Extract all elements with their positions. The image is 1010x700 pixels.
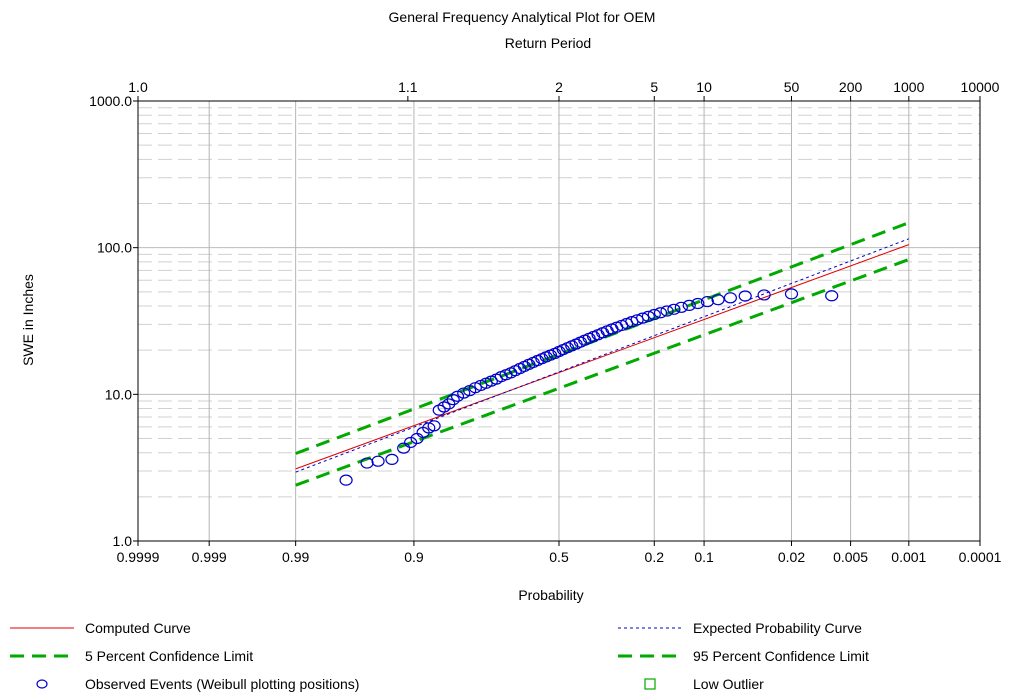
curves-layer (295, 221, 910, 487)
observed-point (711, 294, 725, 306)
legend-label: Observed Events (Weibull plotting positi… (85, 676, 360, 692)
curve-expected-probability-curve (295, 238, 909, 473)
top-tick-label: 10000 (961, 79, 1000, 95)
bottom-tick-label: 0.9999 (117, 549, 160, 565)
bottom-tick-label: 0.02 (778, 549, 805, 565)
legend-item-computed: Computed Curve (10, 617, 191, 639)
bottom-tick-label: 0.1 (694, 549, 714, 565)
observed-point (446, 394, 460, 406)
observed-point (385, 453, 399, 466)
legend-label: Expected Probability Curve (693, 620, 862, 636)
legend-label: Low Outlier (693, 676, 764, 692)
legend-item-conf95: 95 Percent Confidence Limit (618, 645, 869, 667)
legend-item-conf5: 5 Percent Confidence Limit (10, 645, 253, 667)
observed-points-layer (339, 288, 839, 486)
y-tick-label: 1000.0 (89, 93, 132, 109)
grid-lines (138, 101, 980, 541)
observed-point (508, 365, 522, 377)
observed-point (660, 305, 674, 317)
chart-title: General Frequency Analytical Plot for OE… (389, 9, 656, 25)
curve-computed-curve (295, 244, 909, 470)
observed-point (738, 290, 752, 302)
observed-point (723, 292, 737, 304)
legend-item-outlier: Low Outlier (618, 673, 764, 695)
observed-point (641, 310, 655, 322)
legend-item-observed: Observed Events (Weibull plotting positi… (10, 673, 359, 695)
observed-point (647, 308, 661, 321)
bottom-tick-label: 0.999 (192, 549, 227, 565)
bottom-tick-label: 0.5 (549, 549, 569, 565)
top-tick-label: 1.0 (128, 79, 148, 95)
observed-point (784, 288, 799, 300)
y-axis-title: SWE in Inches (20, 274, 36, 366)
curve-95-percent-confidence-limit (295, 258, 910, 487)
top-tick-label: 5 (650, 79, 658, 95)
bottom-tick-label: 0.001 (891, 549, 926, 565)
legend-item-expected: Expected Probability Curve (618, 617, 862, 639)
legend-label: 95 Percent Confidence Limit (693, 648, 869, 664)
observed-point (691, 297, 705, 310)
observed-point (457, 387, 471, 399)
observed-point (757, 289, 771, 301)
bottom-tick-label: 0.2 (645, 549, 665, 565)
top-tick-label: 1.1 (398, 79, 418, 95)
observed-point (437, 401, 451, 413)
top-tick-label: 1000 (893, 79, 924, 95)
observed-point (371, 455, 385, 467)
legend-swatch (10, 654, 74, 658)
legend-swatch (618, 627, 682, 629)
bottom-tick-label: 0.9 (404, 549, 424, 565)
observed-point (397, 442, 411, 454)
y-tick-label: 10.0 (105, 386, 132, 402)
observed-point (700, 295, 714, 308)
legend-label: Computed Curve (85, 620, 191, 636)
observed-point (636, 312, 650, 324)
axis-ticks: 0.9999 0.999 0.99 0.9 0.5 0.2 0.1 0.02 0.005 0.00… (89, 79, 1001, 565)
bottom-tick-label: 0.99 (282, 549, 309, 565)
observed-point (427, 420, 441, 432)
observed-point (653, 307, 668, 319)
observed-point (825, 290, 839, 302)
legend-swatch (10, 627, 74, 629)
top-tick-label: 200 (839, 79, 863, 95)
top-tick-label: 50 (784, 79, 800, 95)
bottom-tick-label: 0.005 (833, 549, 868, 565)
x-axis-title: Probability (518, 587, 583, 603)
observed-point (682, 299, 696, 311)
legend-label: 5 Percent Confidence Limit (85, 648, 254, 664)
observed-point (674, 301, 688, 313)
legend-swatch (36, 679, 48, 689)
observed-point (667, 303, 681, 315)
top-axis-title: Return Period (505, 35, 591, 51)
legend-swatch (644, 678, 656, 690)
top-tick-label: 10 (696, 79, 712, 95)
top-tick-label: 2 (555, 79, 563, 95)
observed-point (339, 474, 353, 486)
observed-point (432, 404, 446, 416)
bottom-tick-label: 0.0001 (959, 549, 1002, 565)
legend-swatch (618, 654, 682, 658)
y-tick-label: 1.0 (113, 533, 133, 549)
y-tick-label: 100.0 (97, 240, 132, 256)
